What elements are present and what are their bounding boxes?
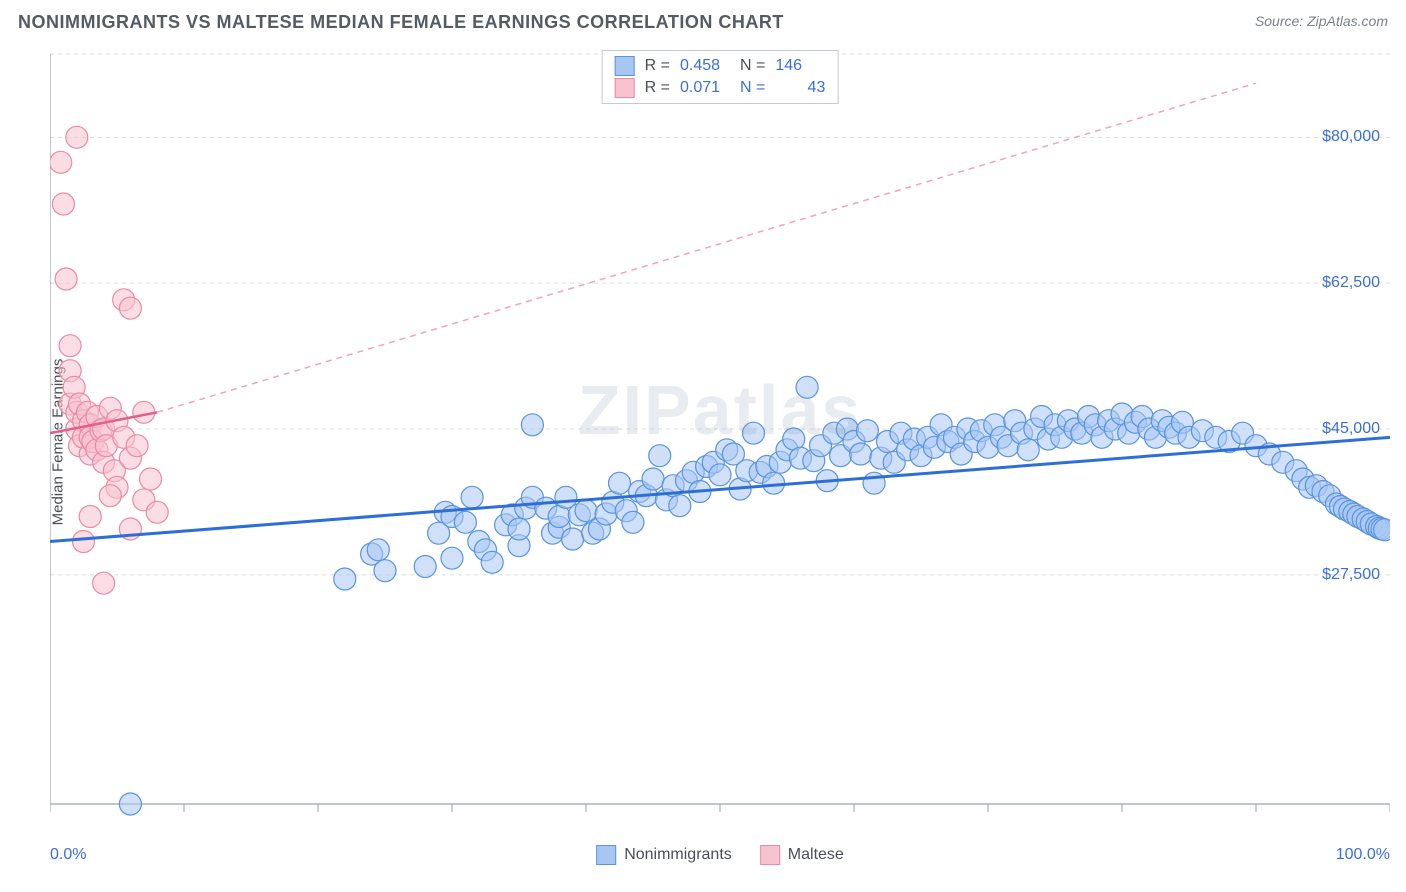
- r-value-0: 0.458: [680, 55, 730, 77]
- n-value-1: 43: [775, 77, 825, 99]
- legend-item-0: Nonimmigrants: [596, 845, 732, 865]
- legend-label-1: Maltese: [788, 846, 844, 864]
- n-label: N =: [740, 55, 765, 77]
- stats-row-series-0: R = 0.458 N = 146: [615, 55, 826, 77]
- n-value-0: 146: [775, 55, 825, 77]
- x-tick-min: 0.0%: [50, 846, 86, 864]
- source-attribution: Source: ZipAtlas.com: [1255, 13, 1388, 31]
- y-tick: $80,000: [1322, 128, 1380, 146]
- n-label: N =: [740, 77, 765, 99]
- stats-legend: R = 0.458 N = 146 R = 0.071 N = 43: [602, 50, 839, 104]
- legend-label-0: Nonimmigrants: [624, 846, 732, 864]
- x-tick-max: 100.0%: [1336, 846, 1390, 864]
- y-tick: $45,000: [1322, 420, 1380, 438]
- legend-item-1: Maltese: [760, 845, 844, 865]
- swatch-series-1: [760, 845, 780, 865]
- swatch-series-0: [596, 845, 616, 865]
- swatch-series-1: [615, 78, 635, 98]
- chart-area: Median Female Earnings ZIPatlas R = 0.45…: [50, 44, 1390, 839]
- y-tick: $62,500: [1322, 274, 1380, 292]
- stats-row-series-1: R = 0.071 N = 43: [615, 77, 826, 99]
- chart-title: NONIMMIGRANTS VS MALTESE MEDIAN FEMALE E…: [18, 12, 784, 33]
- source-prefix: Source:: [1255, 13, 1307, 29]
- y-tick: $27,500: [1322, 566, 1380, 584]
- r-label: R =: [645, 77, 670, 99]
- series-legend: Nonimmigrants Maltese: [596, 845, 844, 865]
- r-label: R =: [645, 55, 670, 77]
- source-name: ZipAtlas.com: [1307, 13, 1388, 29]
- r-value-1: 0.071: [680, 77, 730, 99]
- swatch-series-0: [615, 56, 635, 76]
- scatter-plot: [50, 44, 1390, 839]
